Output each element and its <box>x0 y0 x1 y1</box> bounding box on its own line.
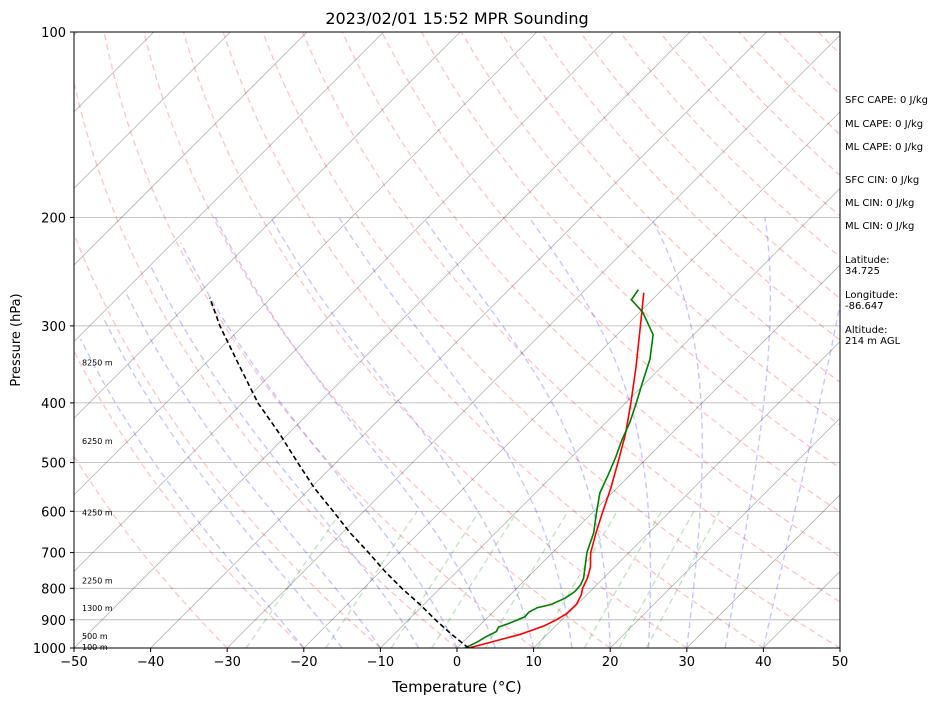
height-label: 6250 m <box>82 437 113 446</box>
dry-adiabat <box>579 32 840 300</box>
mixing-ratio-line <box>325 510 418 648</box>
isotherm <box>74 32 384 343</box>
isotherm <box>74 32 538 496</box>
y-axis-ticks: 1000 900 800 700 600 500 400 300 200 100 <box>33 26 74 657</box>
y-tick-label: 400 <box>41 397 66 412</box>
latitude-text: Latitude: 34.725 <box>845 255 890 277</box>
dewpoint-profile <box>464 289 654 648</box>
mixing-ratio-line <box>645 510 721 648</box>
isotherm <box>303 111 840 648</box>
moist-adiabat <box>102 316 343 648</box>
y-tick-label: 500 <box>41 457 66 472</box>
mixing-ratio-line <box>583 510 663 648</box>
isotherm <box>74 32 614 572</box>
isotherm <box>226 34 840 648</box>
x-axis-ticks: −50 −40 −30 −20 −10 0 10 20 30 40 50 <box>60 648 848 670</box>
x-tick-label: 50 <box>832 655 849 670</box>
plot-frame <box>73 31 841 649</box>
moist-adiabat <box>422 216 611 648</box>
x-tick-label: 20 <box>602 655 619 670</box>
isotherm <box>380 187 840 648</box>
y-tick-label: 800 <box>41 582 66 597</box>
height-label: 8250 m <box>82 358 113 367</box>
x-tick-label: −20 <box>290 655 317 670</box>
x-tick-label: 0 <box>453 655 461 670</box>
moist-adiabat <box>650 217 703 648</box>
height-label: 500 m <box>82 632 108 641</box>
x-tick-label: −30 <box>213 655 240 670</box>
dry-adiabat <box>262 32 840 648</box>
y-tick-label: 300 <box>41 320 66 335</box>
mixing-ratio-line <box>536 510 618 648</box>
dry-adiabat <box>103 32 535 648</box>
reference-lines <box>74 32 840 648</box>
height-label: 1300 m <box>82 604 113 613</box>
moist-adiabat <box>270 217 535 648</box>
moist-adiabat <box>338 217 573 648</box>
parcel-profile <box>209 297 470 648</box>
dry-adiabat <box>143 32 611 648</box>
moist-adiabat <box>724 217 772 648</box>
ml-cin-text-2: ML CIN: 0 J/kg <box>845 221 915 232</box>
moist-adiabat <box>214 217 496 648</box>
y-tick-label: 700 <box>41 547 66 562</box>
dry-adiabat <box>222 32 764 648</box>
dry-adiabat <box>74 454 228 648</box>
sfc-cin-text: SFC CIN: 0 J/kg <box>845 175 920 186</box>
x-tick-label: −50 <box>60 655 87 670</box>
altitude-text: Altitude: 214 m AGL <box>845 325 901 347</box>
isotherm <box>533 341 840 648</box>
x-tick-label: 30 <box>679 655 696 670</box>
sfc-cape-text: SFC CAPE: 0 J/kg <box>845 95 928 106</box>
moist-adiabat <box>180 242 458 648</box>
grid <box>0 32 840 648</box>
mixing-ratio-line <box>618 510 695 648</box>
mixing-ratio-line <box>245 510 342 648</box>
longitude-text: Longitude: -86.647 <box>845 290 899 312</box>
ml-cape-text-2: ML CAPE: 0 J/kg <box>845 142 924 153</box>
y-axis-label: Pressure (hPa) <box>9 293 24 386</box>
isotherm <box>609 417 840 648</box>
y-tick-label: 1000 <box>33 642 66 657</box>
mixing-ratio-line <box>431 510 519 648</box>
ml-cin-text-1: ML CIN: 0 J/kg <box>845 198 915 209</box>
mixing-ratio-line <box>390 510 480 648</box>
height-label: 2250 m <box>82 577 113 586</box>
isotherm <box>150 32 767 648</box>
dry-adiabat <box>74 79 458 648</box>
isotherm <box>456 264 840 648</box>
dry-adiabat <box>74 231 381 648</box>
moist-adiabat <box>762 300 840 648</box>
moist-adiabat <box>79 338 305 648</box>
x-tick-label: −40 <box>137 655 164 670</box>
height-label: 4250 m <box>82 509 113 518</box>
chart-title: 2023/02/01 15:52 MPR Sounding <box>325 9 588 28</box>
y-tick-label: 100 <box>41 26 66 41</box>
y-tick-label: 200 <box>41 211 66 226</box>
x-tick-label: −10 <box>367 655 394 670</box>
x-axis-label: Temperature (°C) <box>391 678 521 696</box>
temperature-profile <box>468 292 645 648</box>
isotherm <box>686 494 840 648</box>
x-tick-label: 40 <box>755 655 772 670</box>
isotherm <box>74 32 691 648</box>
dry-adiabat <box>182 32 688 648</box>
y-tick-label: 600 <box>41 505 66 520</box>
isotherm <box>74 32 231 189</box>
isotherm <box>74 32 461 419</box>
x-tick-label: 10 <box>525 655 542 670</box>
moist-adiabat <box>125 292 381 648</box>
moist-adiabat <box>150 265 420 648</box>
dry-adiabat <box>74 349 305 648</box>
isotherm <box>74 32 308 266</box>
isotherm <box>0 32 1 648</box>
ml-cape-text-1: ML CAPE: 0 J/kg <box>845 119 924 130</box>
y-tick-label: 900 <box>41 614 66 629</box>
profiles <box>209 289 654 648</box>
